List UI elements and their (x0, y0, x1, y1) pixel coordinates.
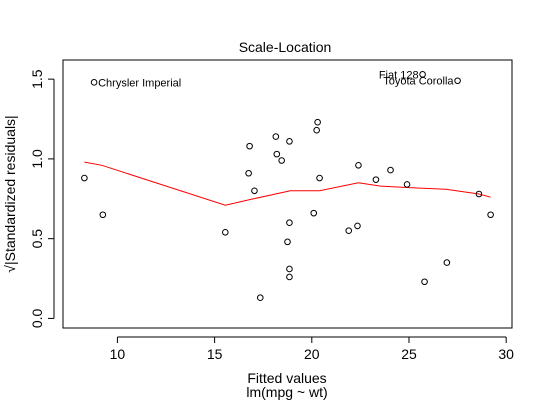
data-point (90, 79, 98, 86)
axes: 10 15 20 25 30 0.0 0.5 1.0 1.5 (29, 69, 514, 362)
data-point (286, 138, 293, 145)
data-point (246, 142, 253, 150)
data-point (345, 227, 353, 234)
data-point (273, 150, 281, 158)
y-tick-label: 1.5 (29, 69, 45, 89)
point-label: Chrysler Imperial (98, 77, 181, 89)
plot-frame (62, 59, 513, 329)
point-label: Fiat 128 (379, 69, 419, 81)
y-tick-label: 0.0 (29, 308, 45, 328)
data-point (372, 176, 380, 183)
y-axis-label: √|Standardized residuals| (2, 115, 18, 272)
data-point (443, 259, 451, 266)
data-point (286, 273, 293, 281)
data-point (387, 166, 394, 174)
x-tick-label: 30 (498, 346, 514, 362)
x-axis-label: Fitted values (247, 370, 326, 386)
chart-title: Scale-Location (239, 39, 332, 55)
data-point (314, 118, 321, 126)
x-tick-label: 25 (401, 346, 417, 362)
data-point (81, 174, 88, 182)
data-point (316, 174, 323, 182)
y-tick-label: 1.0 (29, 149, 45, 169)
data-point (272, 133, 280, 140)
data-point (310, 209, 318, 217)
y-tick-label: 0.5 (29, 229, 45, 249)
data-point (354, 222, 361, 230)
data-point (355, 161, 362, 169)
data-point (284, 238, 291, 246)
data-point (421, 278, 428, 286)
x-tick-label: 10 (110, 346, 126, 362)
data-point (286, 219, 293, 227)
x-tick-label: 20 (304, 346, 320, 362)
data-point (245, 169, 252, 177)
data-point (222, 228, 229, 236)
x-tick-label: 15 (207, 346, 223, 362)
data-point (487, 211, 494, 219)
data-point (475, 190, 483, 198)
data-points (81, 71, 494, 301)
data-point (278, 157, 285, 164)
data-point (251, 187, 258, 195)
data-point (256, 294, 264, 301)
data-point (99, 211, 107, 219)
x-axis-sublabel: lm(mpg ~ wt) (246, 384, 327, 400)
data-point (313, 126, 320, 134)
data-point (419, 71, 426, 78)
data-point (454, 77, 461, 85)
smoothed-trend-line (84, 161, 491, 206)
data-point (403, 181, 411, 188)
data-point (286, 265, 293, 273)
point-label: Toyota Corolla (383, 76, 454, 88)
